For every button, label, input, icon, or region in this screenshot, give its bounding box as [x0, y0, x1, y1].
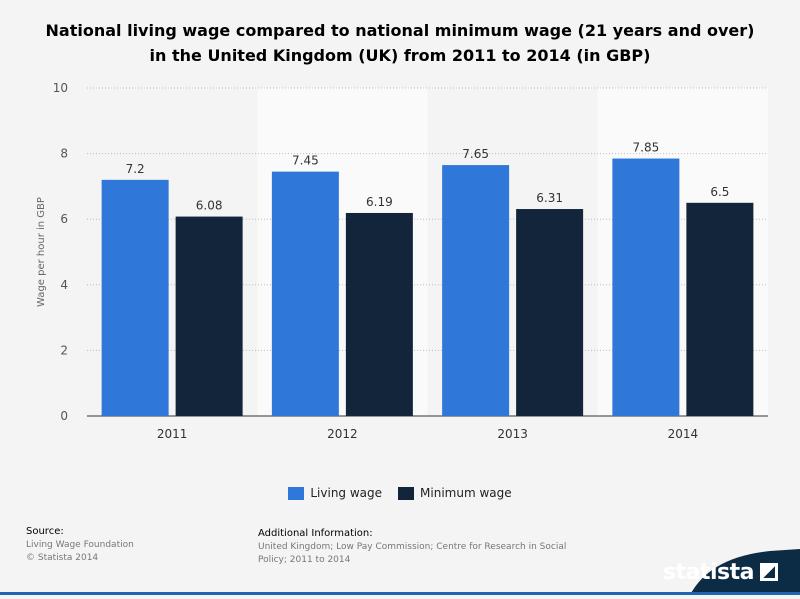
data-label: 6.08: [196, 199, 223, 213]
y-tick-label: 0: [60, 409, 68, 423]
data-label: 7.2: [126, 162, 145, 176]
bar-minimum-wage-2014[interactable]: [686, 202, 754, 416]
additional-info-heading: Additional Information:: [258, 528, 373, 539]
data-label: 6.31: [536, 191, 563, 205]
y-tick-label: 2: [60, 343, 68, 357]
y-tick-label: 10: [53, 81, 68, 95]
y-tick-label: 4: [60, 278, 68, 292]
x-tick-label: 2013: [497, 427, 528, 441]
brand-logo-text: statista: [663, 560, 754, 585]
additional-info-line-1: United Kingdom; Low Pay Commission; Cent…: [258, 542, 567, 552]
legend-swatch-living-wage: [288, 486, 305, 500]
y-tick-label: 6: [60, 212, 68, 226]
bar-minimum-wage-2012[interactable]: [345, 212, 413, 416]
y-tick-label: 8: [60, 147, 68, 161]
bar-living-wage-2013[interactable]: [442, 165, 510, 416]
source-line-1[interactable]: Living Wage Foundation: [26, 540, 134, 550]
chart-title-line-2: in the United Kingdom (UK) from 2011 to …: [149, 46, 651, 65]
bottom-accent-bar: [0, 592, 800, 595]
statista-brand[interactable]: statista: [650, 539, 800, 595]
bar-living-wage-2014[interactable]: [612, 158, 680, 416]
legend-item-minimum-wage[interactable]: Minimum wage: [398, 486, 512, 500]
bar-minimum-wage-2011[interactable]: [175, 216, 243, 416]
brand-background: [690, 549, 800, 595]
data-label: 7.65: [462, 147, 489, 161]
additional-info-line-2: Policy; 2011 to 2014: [258, 555, 351, 565]
bar-living-wage-2012[interactable]: [271, 171, 339, 416]
y-axis-title: Wage per hour in GBP: [36, 197, 47, 307]
source-heading: Source:: [26, 526, 64, 537]
x-tick-label: 2012: [327, 427, 358, 441]
data-label: 6.5: [710, 185, 729, 199]
additional-info-block: Additional Information: United Kingdom; …: [258, 528, 578, 567]
bar-living-wage-2011[interactable]: [101, 179, 169, 416]
data-label: 7.85: [633, 141, 660, 155]
chart-title: National living wage compared to nationa…: [0, 18, 800, 68]
x-tick-label: 2011: [157, 427, 188, 441]
x-tick-label: 2014: [668, 427, 699, 441]
statista-logo-icon: [760, 563, 778, 581]
source-block: Source: Living Wage Foundation © Statist…: [26, 526, 134, 565]
chart-title-line-1: National living wage compared to nationa…: [45, 21, 755, 40]
data-label: 6.19: [366, 195, 393, 209]
data-label: 7.45: [292, 154, 319, 168]
legend: Living wage Minimum wage: [0, 486, 800, 500]
source-line-2: © Statista 2014: [26, 553, 99, 563]
legend-label-minimum-wage: Minimum wage: [420, 486, 512, 500]
bar-minimum-wage-2013[interactable]: [516, 209, 584, 416]
bar-chart: 0 2 4 6 8 10 Wage per hour in GBP 7.2 6.08 2011 7.…: [36, 81, 768, 441]
legend-label-living-wage: Living wage: [310, 486, 383, 500]
legend-item-living-wage[interactable]: Living wage: [288, 486, 382, 500]
legend-swatch-minimum-wage: [398, 486, 415, 500]
